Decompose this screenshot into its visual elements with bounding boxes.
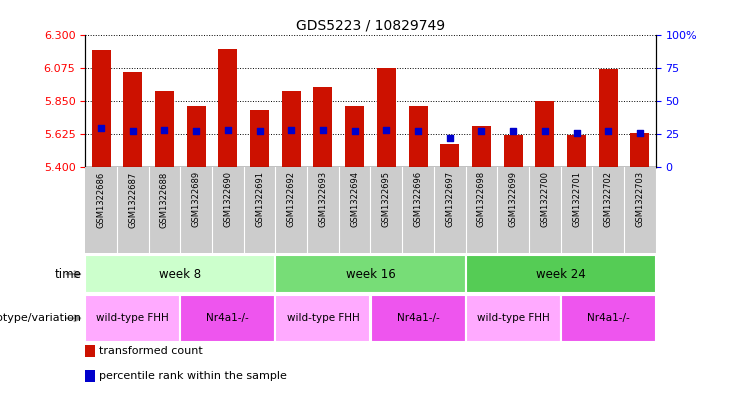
Text: week 16: week 16 [345,268,396,281]
Text: percentile rank within the sample: percentile rank within the sample [99,371,288,381]
Text: GSM1322703: GSM1322703 [636,171,645,228]
Bar [440,143,459,167]
Text: transformed count: transformed count [99,346,203,356]
Bar [85,345,95,358]
Text: GSM1322689: GSM1322689 [192,171,201,228]
Text: GSM1322697: GSM1322697 [445,171,454,228]
Point [539,129,551,135]
Bar [155,91,174,167]
Bar [465,255,656,293]
Text: GSM1322699: GSM1322699 [508,171,518,227]
Bar [504,135,522,167]
Text: wild-type FHH: wild-type FHH [96,313,169,323]
Bar [123,72,142,167]
Text: GSM1322702: GSM1322702 [604,171,613,227]
Bar [377,68,396,167]
Text: week 8: week 8 [159,268,202,281]
Text: time: time [55,268,82,281]
Bar [370,295,465,342]
Bar [85,255,276,293]
Bar [187,106,206,167]
Point [285,127,297,133]
Bar [472,126,491,167]
Point [380,127,392,133]
Bar [465,295,561,342]
Bar [599,69,618,167]
Bar [85,295,180,342]
Bar [282,91,301,167]
Bar [92,50,110,167]
Text: GSM1322694: GSM1322694 [350,171,359,227]
Bar [276,255,465,293]
Point [571,130,582,136]
Point [412,129,424,135]
Point [634,130,646,136]
Text: GSM1322688: GSM1322688 [160,171,169,228]
Point [602,129,614,135]
Text: GSM1322700: GSM1322700 [540,171,549,227]
Bar [567,135,586,167]
Point [222,127,233,133]
Bar [180,295,276,342]
Text: GSM1322693: GSM1322693 [319,171,328,228]
Bar [313,86,333,167]
Text: GSM1322687: GSM1322687 [128,171,137,228]
Point [476,129,488,135]
Point [190,129,202,135]
Point [127,129,139,135]
Point [444,135,456,141]
Bar [408,106,428,167]
Text: GSM1322698: GSM1322698 [477,171,486,228]
Bar [561,295,656,342]
Bar [85,370,95,382]
Point [317,127,329,133]
Text: genotype/variation: genotype/variation [0,313,82,323]
Text: Nr4a1-/-: Nr4a1-/- [207,313,249,323]
Point [95,124,107,130]
Title: GDS5223 / 10829749: GDS5223 / 10829749 [296,19,445,33]
Bar [535,101,554,167]
Point [253,129,265,135]
Text: Nr4a1-/-: Nr4a1-/- [587,313,630,323]
Text: Nr4a1-/-: Nr4a1-/- [396,313,439,323]
Text: GSM1322690: GSM1322690 [223,171,233,227]
Text: GSM1322692: GSM1322692 [287,171,296,227]
Bar [276,295,370,342]
Text: GSM1322686: GSM1322686 [96,171,105,228]
Text: GSM1322691: GSM1322691 [255,171,264,227]
Point [349,129,361,135]
Point [507,129,519,135]
Point [159,127,170,133]
Text: GSM1322701: GSM1322701 [572,171,581,227]
Bar [345,106,364,167]
Text: wild-type FHH: wild-type FHH [287,313,359,323]
Bar [631,133,649,167]
Bar [219,48,237,167]
Text: GSM1322696: GSM1322696 [413,171,422,228]
Bar [250,110,269,167]
Text: week 24: week 24 [536,268,585,281]
Text: GSM1322695: GSM1322695 [382,171,391,227]
Text: wild-type FHH: wild-type FHH [476,313,550,323]
